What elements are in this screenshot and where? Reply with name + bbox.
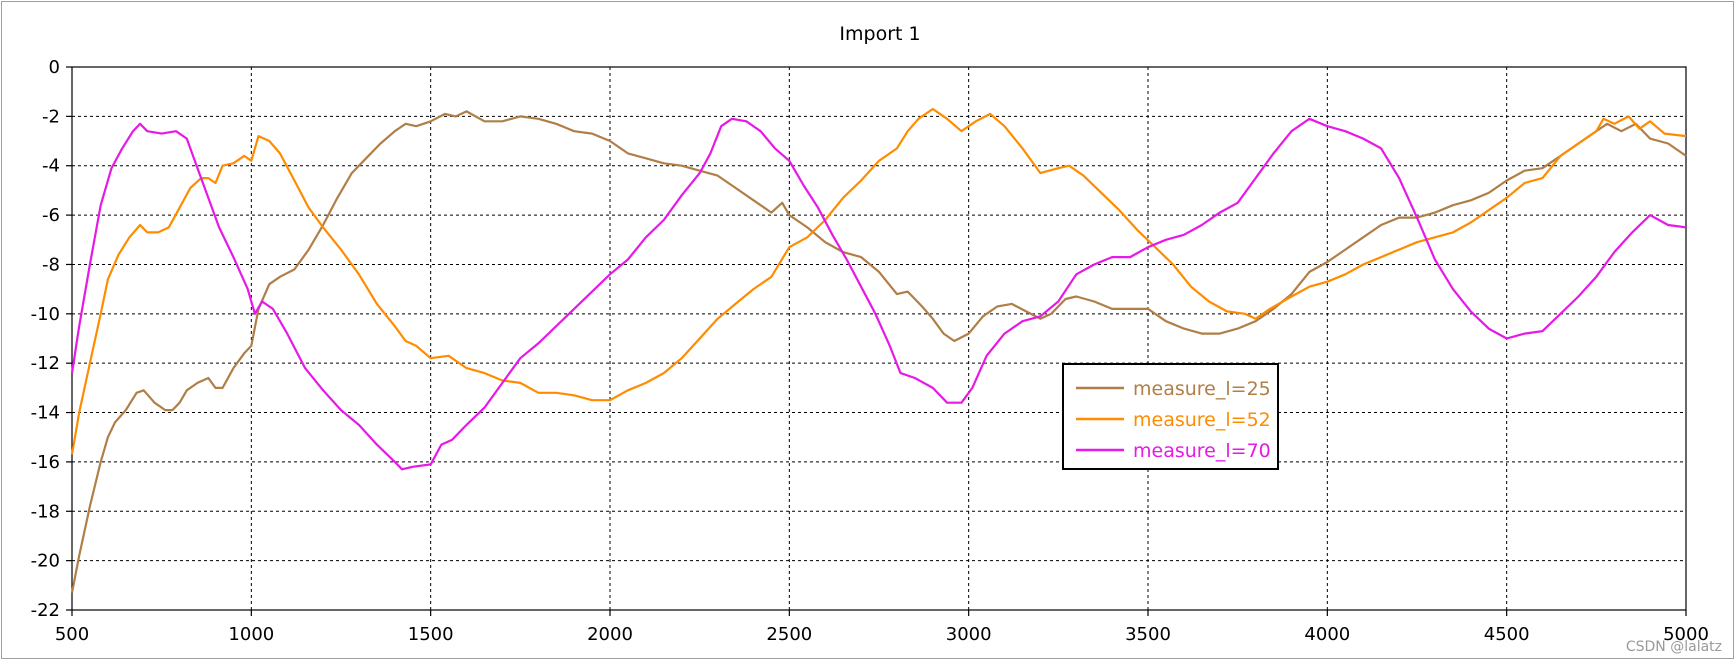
y-tick-label: -22 [31,600,60,621]
x-tick-label: 2000 [587,624,633,645]
series-line-measure-l-52 [70,107,1687,455]
series-line-measure-l-25 [70,110,1687,593]
axis-ticks: 500 1000 1500 2000 2500 3000 3500 4000 4500 5000 0… [31,57,1709,645]
plot-area [71,66,1687,611]
legend-label: measure_l=25 [1133,378,1271,400]
y-tick-label: -10 [31,304,60,325]
x-tick-label: 3500 [1125,624,1171,645]
y-tick-label: -20 [31,551,60,572]
series-lines [70,107,1687,593]
x-tick-label: 4000 [1304,624,1350,645]
y-tick-label: -12 [31,353,60,374]
x-tick-label: 2500 [766,624,812,645]
y-tick-label: 0 [49,57,60,78]
y-tick-label: -8 [42,254,60,275]
y-tick-label: -16 [31,452,60,473]
x-tick-label: 3000 [946,624,992,645]
x-tick-label: 1500 [408,624,454,645]
legend-label: measure_l=70 [1133,440,1271,462]
x-tick-label: 500 [55,624,89,645]
y-tick-label: -14 [31,403,60,424]
grid [72,67,1686,610]
chart-title: Import 1 [839,23,920,45]
legend-box [1062,363,1279,470]
series-line-measure-l-70 [70,117,1687,471]
y-tick-label: -2 [42,106,60,127]
y-tick-label: -6 [42,205,60,226]
watermark-text: CSDN @lalatz [1625,639,1722,655]
y-tick-label: -4 [42,156,60,177]
x-tick-label: 5000 [1663,624,1709,645]
legend-label: measure_l=52 [1133,409,1271,431]
x-tick-label: 1000 [228,624,274,645]
y-tick-label: -18 [31,501,60,522]
legend: measure_l=25 measure_l=52 measure_l=70 [1062,363,1279,470]
x-tick-label: 4500 [1484,624,1530,645]
